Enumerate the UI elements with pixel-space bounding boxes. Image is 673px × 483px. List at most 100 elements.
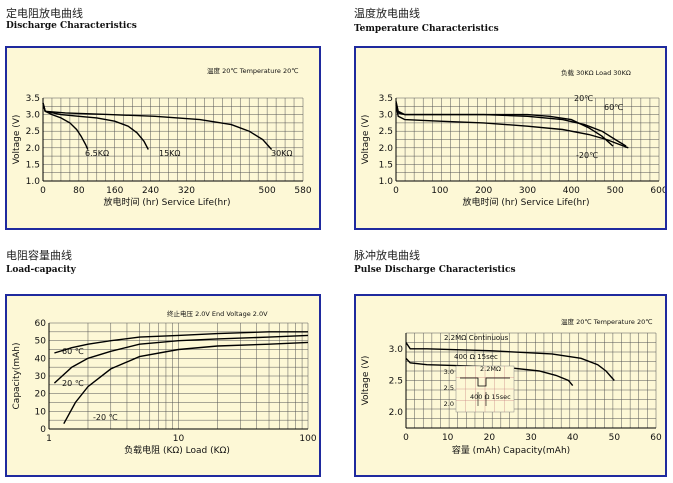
y-axis-label: Capacity(mAh) [12, 343, 22, 410]
y-tick-label: 0 [40, 425, 46, 435]
x-tick-label: 100 [299, 434, 316, 444]
load-capacity-chart: 1 10 100 0 10 20 30 40 50 60 Capacity(mAh) 负载电阻 (KΩ… [12, 309, 317, 456]
x-tick-label: 80 [73, 186, 85, 196]
chart-note: 温度 20℃ Temperature 20℃ [207, 66, 299, 75]
x-tick-label: 30 [525, 433, 537, 443]
x-tick-label: 580 [294, 186, 311, 196]
x-tick-label: 50 [609, 433, 621, 443]
y-tick-label: 3.5 [26, 94, 40, 104]
x-tick-label: 200 [475, 186, 492, 196]
x-tick-label: 0 [393, 186, 399, 196]
temperature-title-en: Temperature Characteristics [354, 24, 499, 34]
x-tick-label: 10 [442, 433, 454, 443]
x-tick-label: 500 [259, 186, 276, 196]
pulse-panel: 0 10 20 30 40 50 60 2.0 2.5 3.0 Voltage (V) 容量 (mAh… [354, 294, 667, 477]
curve-label: 20℃ [574, 94, 593, 103]
y-axis-label: Voltage (V) [12, 115, 22, 165]
temperature-chart: 0 100 200 300 400 500 600 1.0 1.5 2.0 2.5 3.0 3.5 Vol… [361, 68, 665, 208]
y-axis-label: Voltage (V) [361, 115, 371, 165]
x-tick-label: 0 [403, 433, 409, 443]
series-line [54, 331, 308, 354]
discharge-title-en: Discharge Characteristics [6, 21, 137, 31]
series-line [42, 102, 149, 150]
x-axis-label: 放电时间 (hr) Service Life(hr) [104, 196, 231, 208]
curve-label: 6.5KΩ [85, 149, 109, 158]
load-title-cn: 电阻容量曲线 [6, 249, 72, 262]
x-tick-label: 1 [46, 434, 52, 444]
discharge-chart: 0 80 160 240 320 500 580 1.0 1.5 2.0 2.5 3.0 3.5 Volt… [12, 66, 312, 208]
temperature-title-cn: 温度放电曲线 [354, 7, 420, 20]
curve-label: 60℃ [604, 103, 623, 112]
chart-note: 终止电压 2.0V End Voltage 2.0V [167, 309, 268, 318]
load-title-en: Load-capacity [6, 265, 76, 275]
y-tick-label: 50 [35, 337, 47, 347]
y-tick-label: 3.0 [26, 111, 41, 121]
y-tick-label: 1.5 [379, 160, 393, 170]
y-tick-label: 3.5 [379, 94, 393, 104]
curve-label: 60 ℃ [62, 347, 84, 356]
y-tick-label: 1.0 [379, 177, 394, 187]
y-tick-label: 60 [35, 319, 47, 329]
temperature-panel: 0 100 200 300 400 500 600 1.0 1.5 2.0 2.5 3.0 3.5 Vol… [354, 46, 667, 230]
load-panel: 1 10 100 0 10 20 30 40 50 60 Capacity(mAh) 负载电阻 (KΩ… [5, 294, 321, 477]
x-axis-label: 负载电阻 (KΩ) Load (KΩ) [124, 444, 230, 456]
x-tick-label: 40 [567, 433, 579, 443]
y-tick-label: 40 [35, 354, 47, 364]
inset-label-bottom: 400 Ω 15sec [470, 393, 511, 401]
y-tick-label: 2.0 [389, 408, 404, 418]
x-tick-label: 160 [106, 186, 123, 196]
inset-tick: 2.5 [444, 384, 454, 392]
curve-label: -20℃ [576, 151, 598, 160]
x-tick-label: 600 [650, 186, 665, 196]
inset-label-top: 2.2MΩ [480, 365, 501, 373]
curve-label: 2.2MΩ Continuous [444, 334, 509, 342]
x-tick-label: 300 [519, 186, 536, 196]
inset-tick: 3.0 [444, 368, 454, 376]
x-tick-label: 0 [40, 186, 46, 196]
curve-label: 400 Ω 15sec [454, 353, 498, 361]
x-tick-label: 100 [431, 186, 448, 196]
y-tick-label: 1.5 [26, 160, 40, 170]
curve-label: 30KΩ [271, 149, 293, 158]
x-tick-label: 500 [607, 186, 624, 196]
y-tick-label: 2.0 [26, 144, 41, 154]
x-axis-label: 放电时间 (hr) Service Life(hr) [463, 196, 590, 208]
y-tick-label: 20 [35, 390, 47, 400]
chart-note: 温度 20℃ Temperature 20℃ [561, 317, 653, 326]
pulse-title-cn: 脉冲放电曲线 [354, 249, 420, 262]
discharge-title-cn: 定电阻放电曲线 [6, 7, 83, 20]
y-tick-label: 10 [35, 407, 47, 417]
y-tick-label: 2.5 [389, 377, 403, 387]
pulse-chart: 0 10 20 30 40 50 60 2.0 2.5 3.0 Voltage (V) 容量 (mAh… [361, 317, 662, 456]
y-axis-label: Voltage (V) [361, 356, 371, 406]
y-tick-label: 2.0 [379, 144, 394, 154]
y-tick-label: 1.0 [26, 177, 41, 187]
series-line [63, 341, 309, 425]
series-line [53, 334, 309, 384]
discharge-panel: 0 80 160 240 320 500 580 1.0 1.5 2.0 2.5 3.0 3.5 Volt… [5, 46, 321, 230]
x-axis-label: 容量 (mAh) Capacity(mAh) [452, 444, 570, 456]
chart-note: 负载 30KΩ Load 30KΩ [561, 68, 631, 77]
y-tick-label: 3.0 [389, 345, 404, 355]
x-tick-label: 240 [142, 186, 159, 196]
series-line [42, 102, 273, 150]
series-line [405, 342, 615, 381]
y-tick-label: 2.5 [26, 127, 40, 137]
curve-label: -20 ℃ [93, 413, 118, 422]
x-tick-label: 400 [563, 186, 580, 196]
y-tick-label: 2.5 [379, 127, 393, 137]
curve-label: 15KΩ [159, 149, 181, 158]
series-line [395, 104, 629, 149]
inset-tick: 2.0 [444, 400, 454, 408]
x-tick-label: 320 [178, 186, 195, 196]
curve-label: 20 ℃ [62, 379, 84, 388]
series-line [395, 101, 627, 147]
x-tick-label: 10 [173, 434, 185, 444]
x-tick-label: 20 [484, 433, 496, 443]
y-tick-label: 30 [35, 372, 47, 382]
pulse-title-en: Pulse Discharge Characteristics [354, 265, 516, 275]
series-line [42, 102, 89, 150]
inset-pulse-line [460, 377, 510, 387]
y-tick-label: 3.0 [379, 111, 394, 121]
x-tick-label: 60 [650, 433, 662, 443]
